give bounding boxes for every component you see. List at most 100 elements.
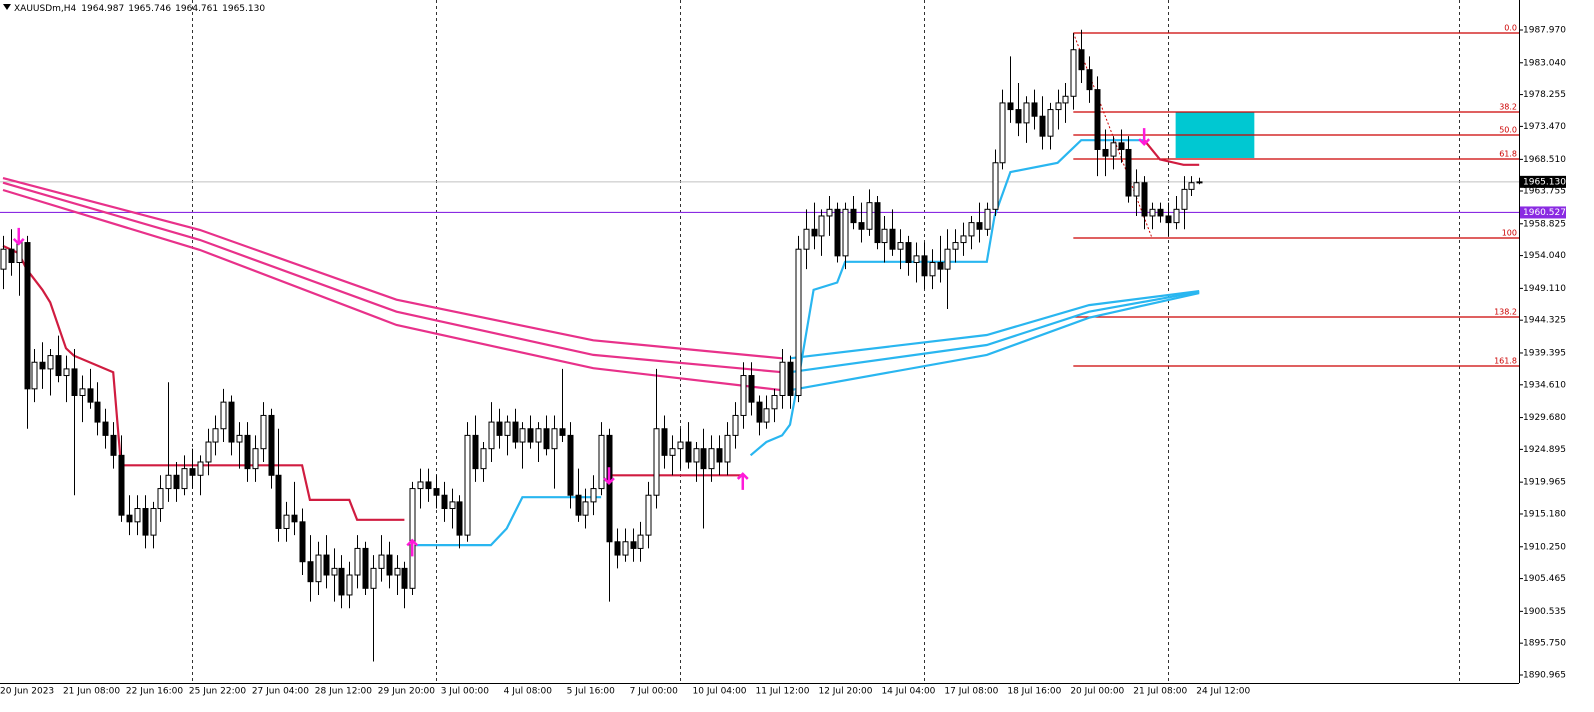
candle-body: [826, 208, 833, 217]
candle-body: [976, 222, 983, 230]
candle-body: [598, 434, 605, 490]
candle-body: [228, 401, 235, 443]
candle-body: [685, 441, 692, 463]
candle-body: [394, 567, 401, 576]
candle-body: [346, 574, 353, 596]
x-tick-label: 21 Jul 08:00: [1133, 687, 1187, 697]
candle-body: [1102, 148, 1109, 157]
candle-body: [1094, 89, 1101, 150]
candle-body: [992, 162, 999, 210]
candle-body: [1023, 102, 1030, 124]
y-tick-label: 1915.180: [1523, 509, 1566, 519]
candle-body: [142, 508, 149, 536]
candle-body: [960, 235, 967, 244]
candle-body: [929, 262, 936, 277]
candle-body: [110, 434, 117, 456]
y-tick-label: 1919.965: [1523, 478, 1566, 488]
candle-body: [779, 361, 786, 396]
candle-body: [559, 428, 566, 436]
y-tick-label: 1958.825: [1523, 219, 1566, 229]
candle-body: [386, 554, 393, 576]
candle-body: [1188, 182, 1195, 190]
candle-body: [275, 474, 282, 529]
x-tick-label: 29 Jun 20:00: [378, 687, 435, 697]
indicator-line: [412, 496, 602, 547]
candle-body: [323, 554, 330, 576]
candle-body: [1149, 208, 1156, 217]
candle-body: [787, 361, 794, 396]
menu-triangle[interactable]: [3, 4, 11, 10]
y-tick-label: 1939.395: [1523, 348, 1566, 358]
candle-body: [205, 441, 212, 463]
candle-body: [315, 554, 322, 583]
indicator-line: [1143, 139, 1200, 166]
y-tick-label: 1929.680: [1523, 413, 1566, 423]
candle-body: [354, 547, 361, 576]
y-tick-label: 1895.750: [1523, 639, 1566, 649]
candle-body: [708, 448, 715, 470]
candle-body: [189, 468, 196, 476]
candle-body: [866, 202, 873, 230]
fib-label: 38.2: [1499, 102, 1517, 111]
candle-body: [1165, 215, 1172, 224]
candle-body: [24, 242, 31, 390]
low: 1964.761: [175, 4, 218, 14]
candle-body: [543, 428, 550, 450]
candle-body: [874, 202, 881, 244]
candle-body: [771, 394, 778, 410]
candle-body: [921, 255, 928, 277]
candle-body: [622, 541, 629, 556]
close: 1965.130: [222, 4, 265, 14]
candle-body: [763, 408, 770, 423]
candle-body: [150, 508, 157, 536]
fib-label: 161.8: [1494, 356, 1517, 365]
y-tick-label: 1900.535: [1523, 607, 1566, 617]
candle-body: [1125, 148, 1132, 197]
candle-body: [220, 401, 227, 430]
candle-body: [842, 208, 849, 257]
candle-body: [16, 242, 23, 264]
candle-body: [283, 514, 290, 529]
y-tick-label: 1949.110: [1523, 284, 1566, 294]
candle-body: [456, 501, 463, 536]
y-tick-label: 1890.965: [1523, 670, 1566, 680]
header: XAUUSDm,H4 1964.987 1965.746 1964.761 1965.1…: [14, 4, 265, 14]
candle-body: [378, 554, 385, 569]
candle-body: [795, 248, 802, 396]
candle-body: [748, 375, 755, 403]
y-tick-label: 1987.970: [1523, 25, 1566, 35]
candle-body: [63, 368, 70, 377]
candle-body: [94, 401, 101, 423]
hline-price-box: [1520, 206, 1566, 219]
candle-body: [79, 388, 86, 396]
x-tick-label: 27 Jun 04:00: [252, 687, 309, 697]
candle-body: [1173, 208, 1180, 224]
candle-body: [700, 448, 707, 470]
candle-body: [236, 434, 243, 443]
y-tick-label: 1973.470: [1523, 122, 1566, 132]
x-tick-label: 10 Jul 04:00: [693, 687, 747, 697]
fib-trend: [1072, 32, 1153, 239]
candle-body: [299, 521, 306, 563]
y-tick-label: 1954.040: [1523, 251, 1566, 261]
candle-body: [1181, 188, 1188, 210]
x-tick-label: 24 Jul 12:00: [1196, 687, 1250, 697]
candle-body: [291, 514, 298, 523]
fib-label: 138.2: [1494, 307, 1517, 316]
x-tick-label: 14 Jul 04:00: [881, 687, 935, 697]
y-tick-label: 1983.040: [1523, 58, 1566, 68]
candle-body: [480, 448, 487, 470]
candle-body: [1086, 69, 1093, 91]
candle-body: [527, 428, 534, 443]
candle-body: [889, 228, 896, 250]
candle-body: [102, 421, 109, 436]
indicator-line: [789, 292, 1200, 392]
y-tick-label: 1905.465: [1523, 574, 1566, 584]
candle-body: [252, 448, 259, 470]
candle-body: [1015, 109, 1022, 124]
candle-body: [1031, 102, 1038, 117]
candle-body: [1157, 208, 1164, 217]
candle-body: [212, 428, 219, 443]
candle-body: [39, 361, 46, 370]
